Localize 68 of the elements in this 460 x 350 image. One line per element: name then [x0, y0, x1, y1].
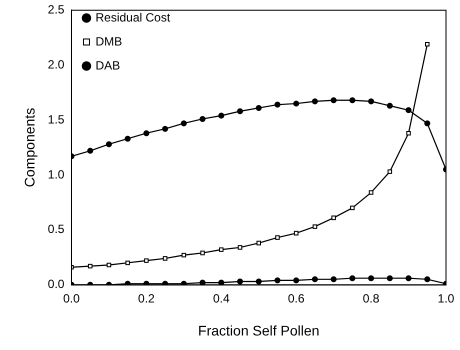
point	[256, 104, 262, 111]
point	[237, 278, 244, 285]
point	[406, 130, 411, 136]
y-tick-label: 2.0	[48, 57, 65, 72]
point	[349, 275, 356, 282]
legend-label: DAB	[95, 58, 120, 72]
point	[349, 97, 356, 104]
y-tick-label: 1.5	[48, 112, 65, 126]
point	[294, 230, 298, 236]
point	[312, 276, 318, 282]
point	[312, 224, 318, 229]
point	[406, 275, 412, 282]
point	[424, 276, 430, 282]
point	[106, 141, 112, 148]
y-axis-title: Components	[21, 108, 38, 188]
y-tick-label: 0.5	[48, 222, 65, 236]
point	[331, 216, 336, 220]
x-tick-label: 0.0	[63, 291, 80, 306]
point	[182, 252, 186, 258]
y-tick-label: 0.0	[48, 277, 65, 292]
point	[200, 250, 205, 256]
point	[386, 275, 393, 282]
point	[219, 247, 224, 252]
point	[87, 148, 94, 154]
point	[293, 100, 300, 107]
point	[162, 256, 168, 261]
point	[256, 240, 262, 246]
point	[125, 260, 130, 266]
point	[388, 169, 392, 174]
point	[274, 102, 280, 108]
point	[406, 107, 412, 114]
x-tick-label: 0.6	[288, 291, 305, 306]
point	[256, 278, 262, 285]
point	[180, 120, 187, 126]
legend-label: DMB	[95, 34, 122, 48]
y-tick-label: 1.0	[48, 167, 65, 182]
point	[238, 245, 242, 250]
y-tick-label: 2.5	[48, 2, 65, 17]
point	[143, 130, 150, 136]
point	[162, 126, 168, 132]
point	[144, 258, 149, 263]
point	[293, 277, 300, 284]
point	[218, 280, 224, 285]
point	[237, 108, 244, 114]
point	[425, 42, 430, 47]
point	[124, 136, 131, 142]
point	[386, 102, 393, 109]
point	[330, 97, 337, 104]
point	[218, 112, 224, 119]
point	[106, 262, 112, 268]
point	[88, 264, 92, 268]
legend-label: Residual Cost	[95, 10, 171, 24]
point	[368, 190, 374, 195]
point	[275, 235, 280, 240]
point	[330, 276, 337, 282]
x-axis-title: Fraction Self Pollen	[198, 322, 320, 338]
point	[312, 98, 318, 104]
point	[424, 120, 430, 126]
point	[274, 277, 280, 284]
point	[350, 206, 355, 210]
point	[200, 280, 206, 285]
point	[368, 98, 374, 104]
point	[368, 275, 374, 282]
point	[200, 116, 206, 122]
x-tick-label: 0.8	[362, 291, 380, 306]
x-tick-label: 0.2	[138, 291, 156, 306]
x-tick-label: 1.0	[438, 291, 455, 306]
x-tick-label: 0.4	[212, 291, 230, 306]
